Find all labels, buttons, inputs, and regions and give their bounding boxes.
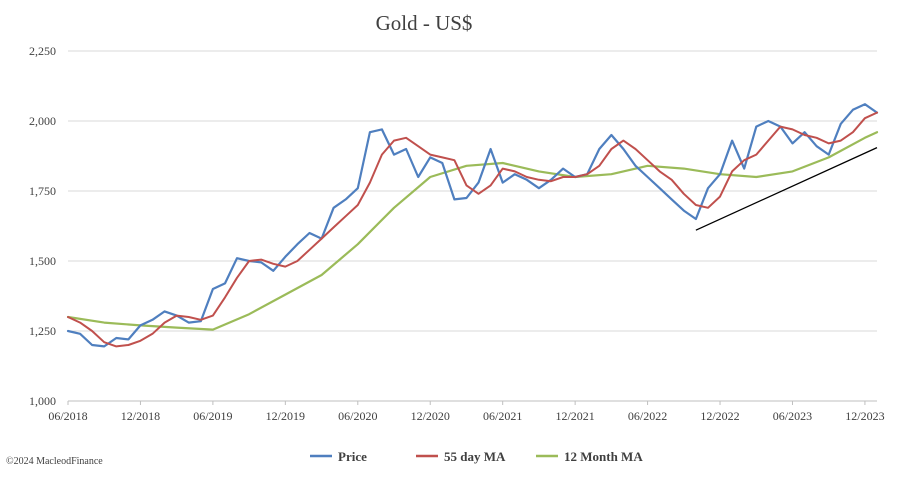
copyright-text: ©2024 MacleodFinance [6, 456, 103, 467]
x-tick-label: 06/2022 [628, 409, 667, 423]
x-tick-label: 06/2020 [338, 409, 377, 423]
support-trendline [695, 147, 878, 231]
series-lines [66, 103, 879, 348]
x-axis-ticks: 06/2018 12/2018 06/2019 12/2019 06/2020 12/20… [48, 401, 885, 423]
x-tick-label: 12/2019 [266, 409, 305, 423]
x-tick-label: 06/2021 [483, 409, 522, 423]
x-tick-label: 12/2021 [555, 409, 594, 423]
y-tick-label: 1,250 [29, 324, 56, 338]
y-tick-label: 1,000 [29, 394, 56, 408]
y-tick-label: 1,500 [29, 254, 56, 268]
x-tick-label: 06/2023 [773, 409, 812, 423]
y-axis-ticks: 1,000 1,250 1,500 1,750 2,000 2,250 [29, 44, 56, 408]
legend-label: 12 Month MA [564, 449, 643, 464]
x-tick-label: 12/2018 [121, 409, 160, 423]
y-tick-label: 1,750 [29, 184, 56, 198]
x-tick-label: 12/2022 [700, 409, 739, 423]
x-tick-label: 12/2023 [845, 409, 884, 423]
legend-label: 55 day MA [444, 449, 506, 464]
chart-title: Gold - US$ [376, 11, 473, 35]
ma55-line [67, 111, 878, 348]
legend-label: Price [338, 449, 367, 464]
x-tick-label: 06/2018 [48, 409, 87, 423]
y-tick-label: 2,250 [29, 44, 56, 58]
y-tick-label: 2,000 [29, 114, 56, 128]
gridlines [68, 50, 877, 402]
price-line [66, 103, 879, 348]
x-tick-label: 12/2020 [411, 409, 450, 423]
legend: Price 55 day MA 12 Month MA [310, 449, 643, 464]
ma12-line [66, 131, 879, 331]
x-tick-label: 06/2019 [193, 409, 232, 423]
